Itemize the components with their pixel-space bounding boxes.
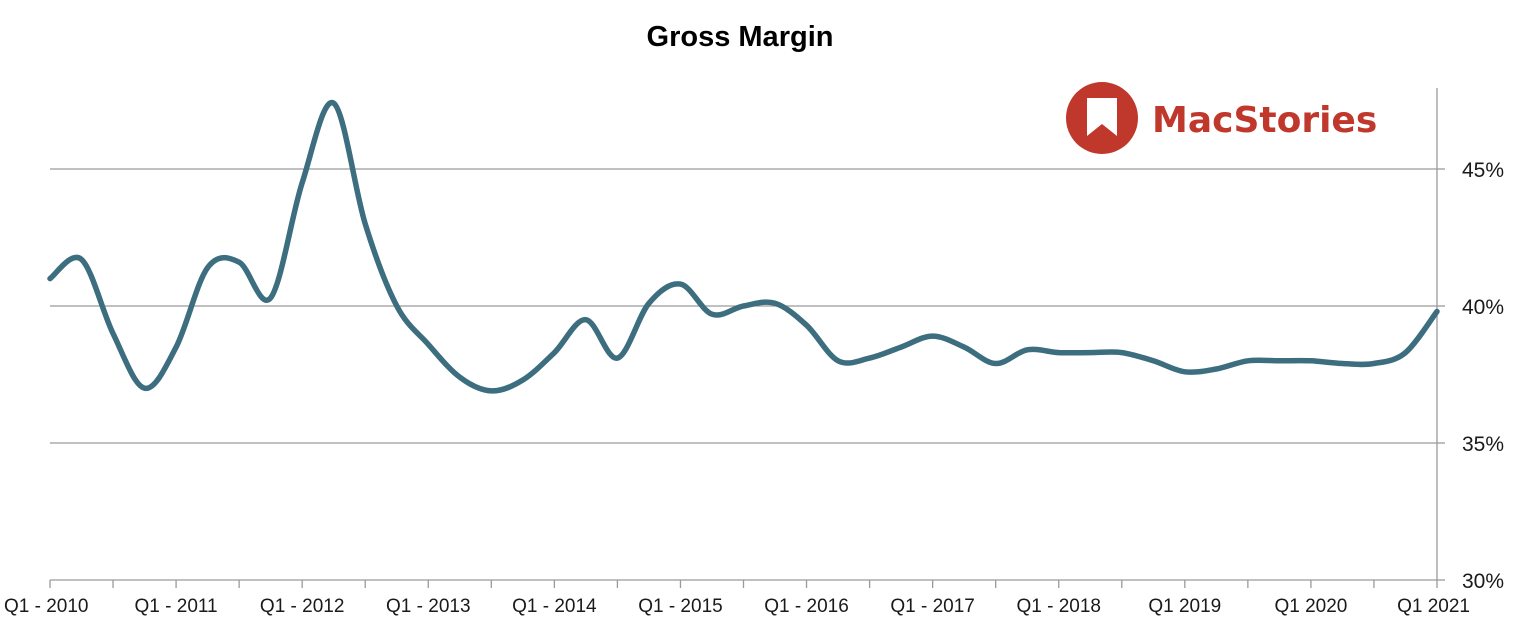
x-tick-label: Q1 - 2018 bbox=[1016, 596, 1101, 617]
bookmark-icon bbox=[1066, 82, 1138, 154]
x-tick-label: Q1 - 2014 bbox=[512, 596, 597, 617]
y-tick-label: 40% bbox=[1462, 296, 1504, 319]
x-tick-labels: Q1 - 2010 Q1 - 2011 Q1 - 2012 Q1 - 2013 Q1 -… bbox=[4, 596, 1470, 617]
y-tick-labels: 30% 35% 40% 45% bbox=[1462, 159, 1504, 593]
x-tick-label: Q1 - 2012 bbox=[260, 596, 345, 617]
x-tick-label: Q1 2021 bbox=[1397, 596, 1470, 617]
x-tick-label: Q1 2020 bbox=[1274, 596, 1347, 617]
x-tick-label: Q1 - 2011 bbox=[135, 596, 218, 617]
x-tick-label: Q1 2019 bbox=[1148, 596, 1221, 617]
series-layer bbox=[47, 100, 1440, 394]
series-line-gross-margin bbox=[47, 100, 1440, 394]
x-tick-label: Q1 - 2017 bbox=[890, 596, 975, 617]
y-tick-label: 45% bbox=[1462, 159, 1504, 182]
axes bbox=[49, 88, 1438, 588]
chart-title: Gross Margin bbox=[647, 21, 834, 53]
gridlines bbox=[50, 168, 1445, 581]
x-tick-label: Q1 - 2016 bbox=[764, 596, 849, 617]
x-tick-label: Q1 - 2015 bbox=[638, 596, 723, 617]
macstories-logo: MacStories bbox=[1066, 82, 1377, 154]
x-tick-label: Q1 - 2013 bbox=[386, 596, 471, 617]
logo-text: MacStories bbox=[1152, 100, 1377, 141]
x-tick-label: Q1 - 2010 bbox=[4, 596, 89, 617]
y-tick-label: 35% bbox=[1462, 433, 1504, 456]
y-tick-label: 30% bbox=[1462, 570, 1504, 593]
